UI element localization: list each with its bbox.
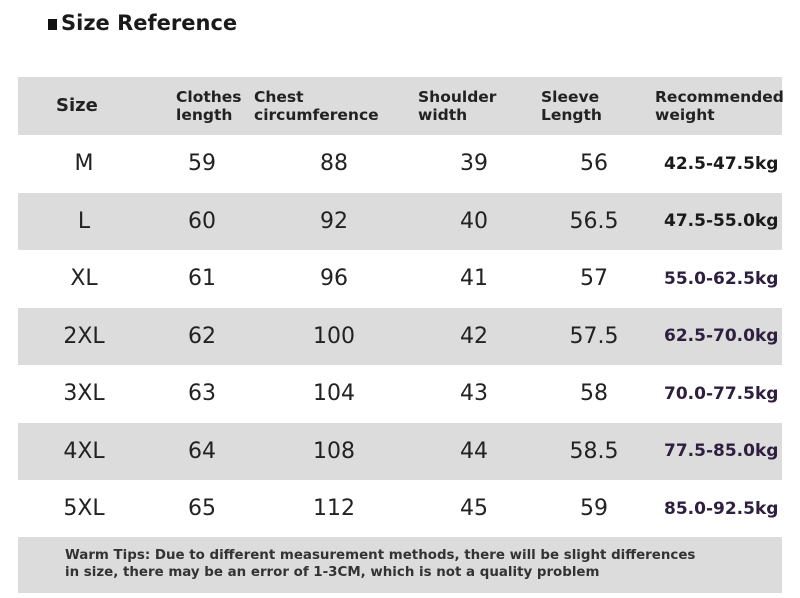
cell-size: 5XL (63, 496, 105, 522)
cell-sleeve: 56 (580, 151, 608, 177)
cell-weight: 47.5-55.0kg (664, 211, 779, 232)
cell-weight: 77.5-85.0kg (664, 441, 779, 462)
cell-chest: 88 (320, 151, 348, 177)
cell-size: 3XL (63, 381, 105, 407)
cell-chest: 92 (320, 208, 348, 234)
cell-sleeve: 58.5 (569, 438, 619, 464)
cell-sleeve: 57.5 (569, 323, 619, 349)
cell-shoulder: 41 (460, 266, 488, 292)
cell-chest: 108 (313, 438, 355, 464)
cell-chest: 96 (320, 266, 348, 292)
cell-size: 2XL (63, 323, 105, 349)
cell-clothes-length: 59 (188, 151, 216, 177)
cell-chest: 104 (313, 381, 355, 407)
cell-shoulder: 40 (460, 208, 488, 234)
cell-weight: 42.5-47.5kg (664, 153, 779, 174)
cell-sleeve: 58 (580, 381, 608, 407)
table-row: XL 61 96 41 57 55.0-62.5kg (18, 250, 782, 308)
cell-shoulder: 39 (460, 151, 488, 177)
header-size: Size (56, 95, 98, 116)
header-clothes-length: Clothes length (176, 88, 242, 124)
cell-clothes-length: 63 (188, 381, 216, 407)
header-shoulder-width: Shoulder width (418, 88, 497, 124)
cell-chest: 100 (313, 323, 355, 349)
table-row: 3XL 63 104 43 58 70.0-77.5kg (18, 365, 782, 423)
cell-clothes-length: 65 (188, 496, 216, 522)
cell-size: 4XL (63, 438, 105, 464)
table-row: 2XL 62 100 42 57.5 62.5-70.0kg (18, 307, 782, 365)
header-chest-circumference: Chest circumference (254, 88, 379, 124)
table-row: L 60 92 40 56.5 47.5-55.0kg (18, 192, 782, 250)
cell-clothes-length: 60 (188, 208, 216, 234)
cell-clothes-length: 62 (188, 323, 216, 349)
page-title: Size Reference (48, 8, 237, 38)
size-table: Size Clothes length Chest circumference … (18, 77, 784, 538)
cell-shoulder: 43 (460, 381, 488, 407)
cell-sleeve: 59 (580, 496, 608, 522)
page-title-text: Size Reference (61, 11, 238, 35)
table-row: 4XL 64 108 44 58.5 77.5-85.0kg (18, 422, 782, 480)
table-row: M 59 88 39 56 42.5-47.5kg (18, 135, 782, 193)
cell-clothes-length: 64 (188, 438, 216, 464)
cell-weight: 85.0-92.5kg (664, 498, 779, 519)
cell-size: L (77, 208, 91, 234)
warm-tips-box: Warm Tips: Due to different measurement … (18, 537, 782, 593)
table-row: 5XL 65 112 45 59 85.0-92.5kg (18, 480, 782, 538)
header-recommended-weight: Recommended weight (655, 88, 784, 124)
cell-sleeve: 57 (580, 266, 608, 292)
cell-weight: 70.0-77.5kg (664, 383, 779, 404)
cell-sleeve: 56.5 (569, 208, 619, 234)
cell-shoulder: 45 (460, 496, 488, 522)
cell-shoulder: 42 (460, 323, 488, 349)
cell-shoulder: 44 (460, 438, 488, 464)
bullet-square-icon (48, 18, 57, 30)
warm-tips-line-2: in size, there may be an error of 1-3CM,… (65, 565, 600, 580)
cell-size: XL (70, 266, 98, 292)
table-header-row: Size Clothes length Chest circumference … (18, 77, 784, 135)
warm-tips-line-1: Warm Tips: Due to different measurement … (65, 548, 696, 563)
header-sleeve-length: Sleeve Length (541, 88, 602, 124)
cell-weight: 62.5-70.0kg (664, 326, 779, 347)
cell-clothes-length: 61 (188, 266, 216, 292)
cell-size: M (74, 151, 94, 177)
cell-chest: 112 (313, 496, 355, 522)
cell-weight: 55.0-62.5kg (664, 268, 779, 289)
